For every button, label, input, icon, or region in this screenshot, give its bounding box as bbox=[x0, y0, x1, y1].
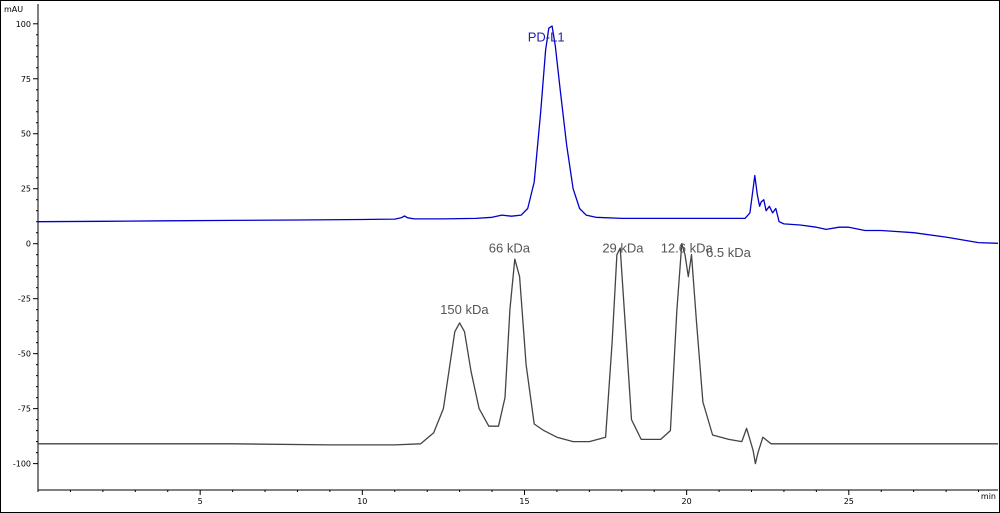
y-tick-label: 25 bbox=[21, 185, 31, 194]
series-group bbox=[37, 25, 999, 465]
peak-label: PD-L1 bbox=[528, 29, 565, 44]
y-tick-label: -50 bbox=[18, 350, 31, 359]
peak-label: 12.6 kDa bbox=[661, 240, 714, 255]
y-tick-label: -100 bbox=[13, 460, 31, 469]
x-tick-label: 15 bbox=[519, 497, 529, 506]
y-tick-label: 75 bbox=[21, 75, 31, 84]
series-line-1 bbox=[37, 25, 999, 244]
series-line-2 bbox=[38, 243, 998, 465]
y-tick-label: 100 bbox=[16, 20, 31, 29]
peak-label: 150 kDa bbox=[440, 302, 489, 317]
x-tick-label: 20 bbox=[682, 497, 692, 506]
y-tick-label: 0 bbox=[26, 240, 31, 249]
x-tick-label: 25 bbox=[844, 497, 854, 506]
peak-label: 66 kDa bbox=[489, 240, 531, 255]
peak-label: 29 kDa bbox=[602, 240, 644, 255]
y-tick-label: -75 bbox=[18, 405, 31, 414]
y-tick-label: 50 bbox=[21, 130, 31, 139]
axes: 100 75 50 25 0 -25 -50 -75 -100 5 10 15 20 25 bbox=[13, 4, 998, 506]
y-unit-label: mAU bbox=[4, 5, 23, 14]
peak-label: 6.5 kDa bbox=[706, 245, 752, 260]
x-tick-label: 10 bbox=[357, 497, 367, 506]
x-unit-label: min bbox=[981, 492, 996, 501]
x-tick-label: 5 bbox=[198, 497, 203, 506]
y-tick-label: -25 bbox=[18, 295, 31, 304]
